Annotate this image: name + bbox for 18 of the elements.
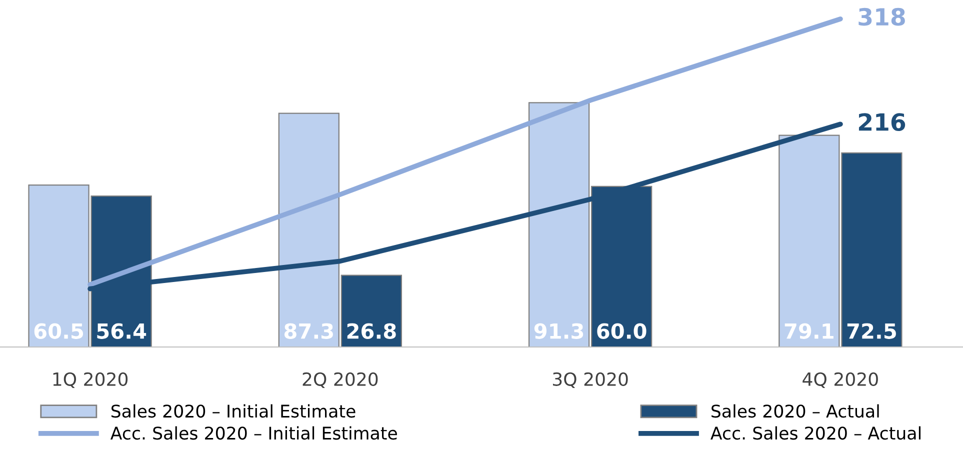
x-tick-label: 2Q 2020 [302,372,378,388]
legend-label: Acc. Sales 2020 – Initial Estimate [110,426,397,440]
x-tick-label: 1Q 2020 [53,372,128,388]
data-label: 56.4 [97,323,146,339]
data-label: 26.8 [347,323,396,339]
data-label: 318 [858,8,905,26]
legend-label: Sales 2020 – Initial Estimate [111,404,356,418]
data-label: 79.1 [784,323,834,339]
legend-label: Acc. Sales 2020 – Actual [710,426,920,440]
data-label: 60.5 [34,323,84,339]
data-label: 91.3 [534,323,584,339]
data-label: 216 [858,113,906,131]
data-label: 72.5 [847,323,896,339]
legend-label: Sales 2020 – Actual [712,404,879,418]
data-label: 87.3 [284,323,333,339]
x-tick-label: 4Q 2020 [802,372,878,388]
x-tick-label: 3Q 2020 [552,372,628,388]
data-label: 60.0 [597,323,646,339]
